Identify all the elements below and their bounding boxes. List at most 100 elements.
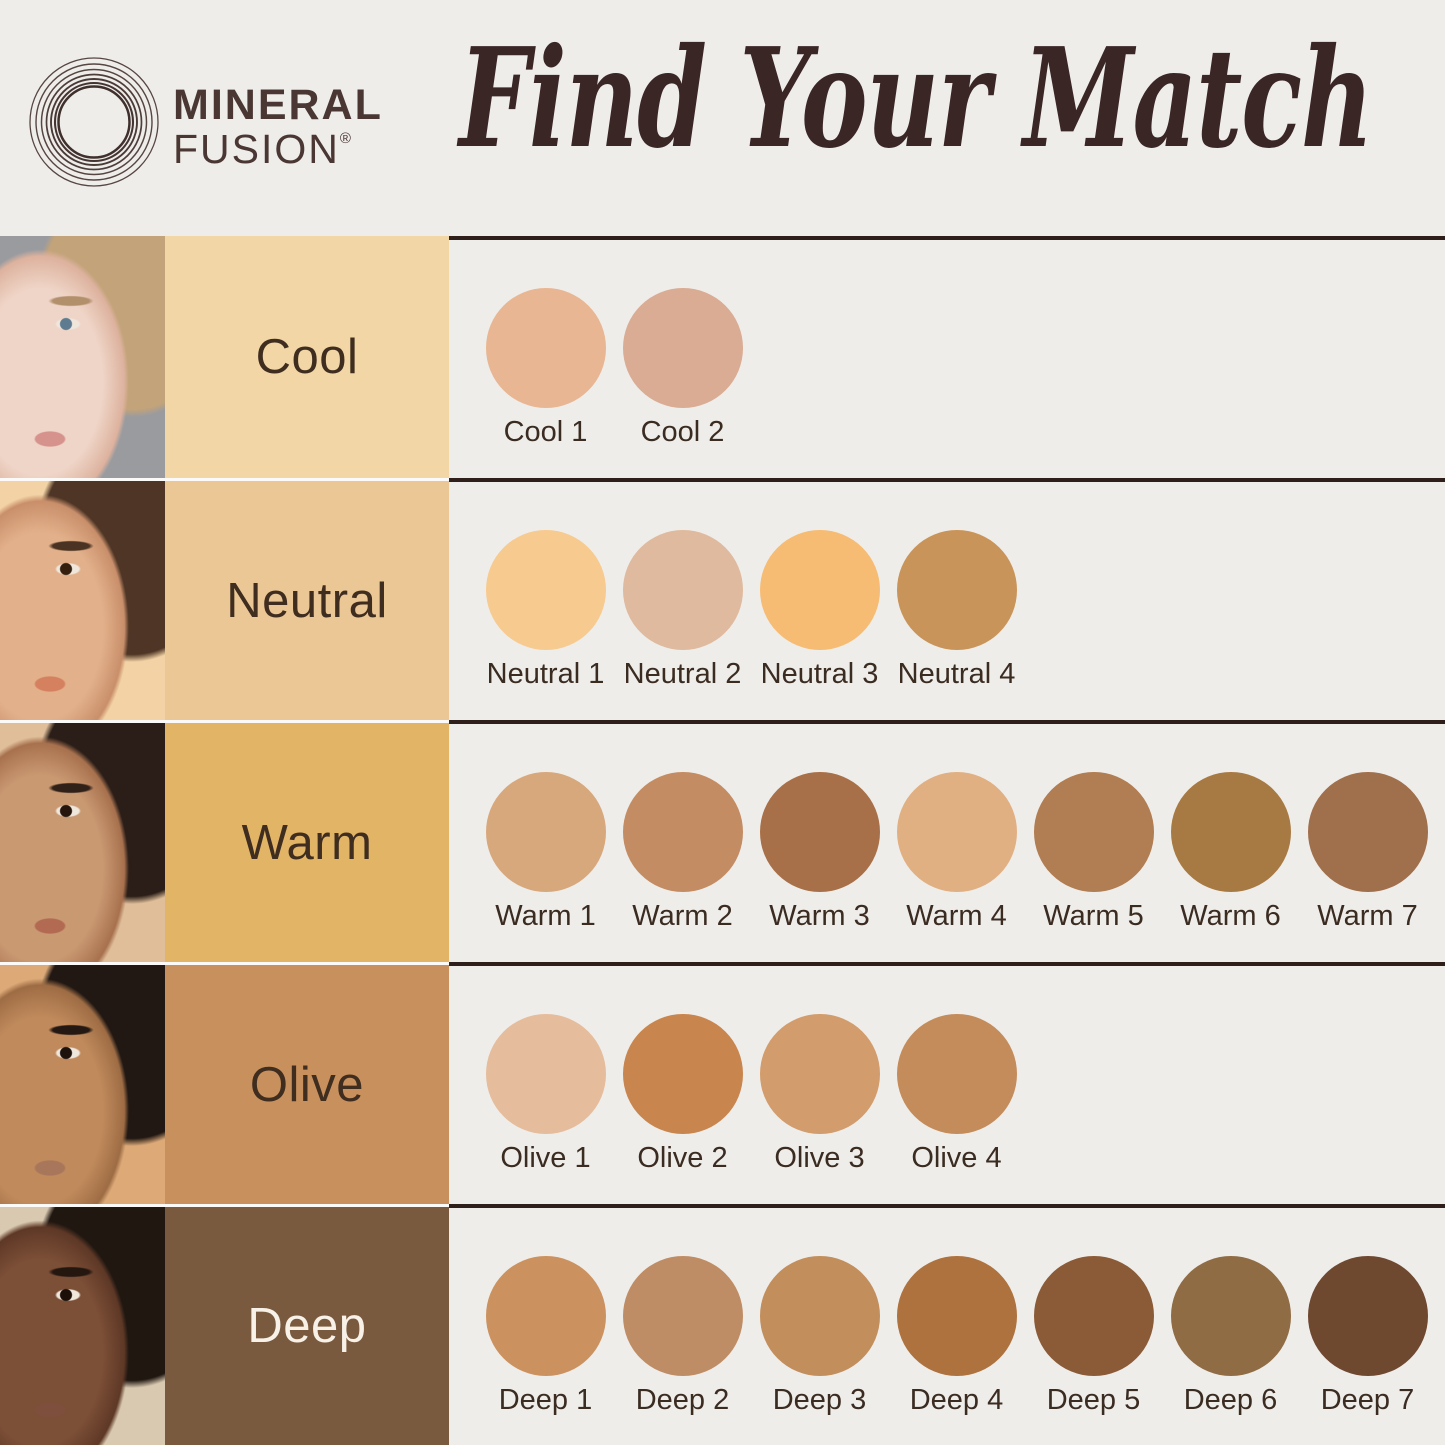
shade-row: Cool Cool 1 Cool 2 (0, 236, 1445, 478)
shade-color-dot (759, 1014, 880, 1134)
shade-color-dot (896, 1256, 1017, 1376)
shade-color-dot (622, 1014, 743, 1134)
shade-color-dot (485, 1256, 606, 1376)
shade-color-dot (896, 772, 1017, 892)
page-title: Find Your Match (459, 18, 1374, 179)
brand-name-mineral: MINERAL (173, 81, 383, 129)
shade-name: Warm 1 (495, 900, 596, 932)
shade-rows: Cool Cool 1 Cool 2 Neutral Neutral 1 Neu… (0, 236, 1445, 1445)
shade-family-label: Warm (241, 815, 373, 870)
shade-swatch: Warm 6 (1162, 772, 1299, 933)
shade-swatch: Neutral 2 (614, 530, 751, 691)
shade-name: Olive 4 (911, 1142, 1002, 1174)
shade-swatch: Neutral 4 (888, 530, 1025, 691)
shade-color-dot (1033, 1256, 1154, 1376)
shade-name: Deep 4 (909, 1384, 1004, 1416)
shade-name: Cool 1 (503, 416, 588, 448)
shade-name: Warm 4 (906, 900, 1007, 932)
shade-color-dot (759, 530, 880, 650)
shade-color-dot (622, 288, 743, 408)
shade-family-box-cool: Cool (165, 236, 449, 478)
shade-color-dot (1307, 1256, 1428, 1376)
shade-row: Olive Olive 1 Olive 2 Olive 3 Olive 4 (0, 962, 1445, 1204)
shade-swatch: Cool 2 (614, 288, 751, 449)
shade-name: Warm 5 (1043, 900, 1144, 932)
shade-name: Warm 2 (632, 900, 733, 932)
shade-color-dot (1170, 772, 1291, 892)
shade-color-dot (485, 530, 606, 650)
shade-family-label: Deep (247, 1299, 367, 1353)
mineral-fusion-logo-icon (29, 57, 159, 187)
shade-family-label: Cool (255, 330, 359, 384)
shade-family-box-neutral: Neutral (165, 478, 449, 720)
shade-color-dot (1170, 1256, 1291, 1376)
shade-name: Deep 7 (1320, 1384, 1415, 1416)
shade-color-dot (896, 530, 1017, 650)
model-photo-deep (0, 1204, 165, 1445)
swatch-panel: Neutral 1 Neutral 2 Neutral 3 Neutral 4 (449, 478, 1445, 720)
model-photo-olive (0, 962, 165, 1204)
shade-swatch: Olive 4 (888, 1014, 1025, 1175)
brand-wordmark: MINERAL FUSION® (173, 84, 383, 170)
shade-swatch: Deep 1 (477, 1256, 614, 1417)
shade-name: Neutral 3 (760, 658, 879, 690)
shade-name: Deep 5 (1046, 1384, 1141, 1416)
shade-row: Neutral Neutral 1 Neutral 2 Neutral 3 Ne… (0, 478, 1445, 720)
registered-trademark-symbol: ® (339, 130, 351, 147)
swatch-panel: Olive 1 Olive 2 Olive 3 Olive 4 (449, 962, 1445, 1204)
model-photo-neutral (0, 478, 165, 720)
shade-name: Neutral 4 (897, 658, 1016, 690)
shade-swatch: Cool 1 (477, 288, 614, 449)
shade-name: Deep 3 (772, 1384, 867, 1416)
model-photo-cool (0, 236, 165, 478)
shade-row: Warm Warm 1 Warm 2 Warm 3 Warm 4 Warm 5 (0, 720, 1445, 962)
shade-swatch: Warm 5 (1025, 772, 1162, 933)
shade-swatch: Warm 7 (1299, 772, 1436, 933)
shade-name: Warm 3 (769, 900, 870, 932)
shade-name: Deep 6 (1183, 1384, 1278, 1416)
shade-swatch: Deep 3 (751, 1256, 888, 1417)
shade-swatch: Deep 6 (1162, 1256, 1299, 1417)
header: MINERAL FUSION® Find Your Match (0, 0, 1445, 236)
shade-family-box-olive: Olive (165, 962, 449, 1204)
shade-row: Deep Deep 1 Deep 2 Deep 3 Deep 4 Deep 5 (0, 1204, 1445, 1445)
shade-swatch: Deep 4 (888, 1256, 1025, 1417)
shade-color-dot (622, 772, 743, 892)
shade-name: Olive 1 (500, 1142, 591, 1174)
swatch-panel: Deep 1 Deep 2 Deep 3 Deep 4 Deep 5 Deep … (449, 1204, 1445, 1445)
shade-family-box-deep: Deep (165, 1204, 449, 1445)
shade-swatch: Olive 1 (477, 1014, 614, 1175)
shade-swatch: Neutral 3 (751, 530, 888, 691)
shade-swatch: Deep 5 (1025, 1256, 1162, 1417)
shade-color-dot (622, 1256, 743, 1376)
shade-swatch: Neutral 1 (477, 530, 614, 691)
shade-name: Deep 1 (498, 1384, 593, 1416)
shade-color-dot (1307, 772, 1428, 892)
shade-name: Neutral 2 (623, 658, 742, 690)
shade-name: Warm 6 (1180, 900, 1281, 932)
shade-name: Cool 2 (640, 416, 725, 448)
shade-family-label: Olive (249, 1057, 365, 1112)
shade-family-label: Neutral (226, 573, 388, 628)
shade-color-dot (1033, 772, 1154, 892)
shade-name: Olive 3 (774, 1142, 865, 1174)
shade-color-dot (485, 1014, 606, 1134)
shade-name: Olive 2 (637, 1142, 728, 1174)
shade-color-dot (485, 772, 606, 892)
shade-family-box-warm: Warm (165, 720, 449, 962)
shade-swatch: Warm 4 (888, 772, 1025, 933)
shade-color-dot (759, 1256, 880, 1376)
shade-swatch: Warm 1 (477, 772, 614, 933)
shade-swatch: Olive 2 (614, 1014, 751, 1175)
shade-color-dot (622, 530, 743, 650)
swatch-panel: Cool 1 Cool 2 (449, 236, 1445, 478)
shade-name: Deep 2 (635, 1384, 730, 1416)
shade-swatch: Warm 3 (751, 772, 888, 933)
brand-name-fusion: FUSION® (173, 126, 351, 172)
shade-color-dot (485, 288, 606, 408)
swatch-panel: Warm 1 Warm 2 Warm 3 Warm 4 Warm 5 Warm … (449, 720, 1445, 962)
shade-swatch: Olive 3 (751, 1014, 888, 1175)
shade-color-dot (896, 1014, 1017, 1134)
shade-name: Neutral 1 (486, 658, 605, 690)
